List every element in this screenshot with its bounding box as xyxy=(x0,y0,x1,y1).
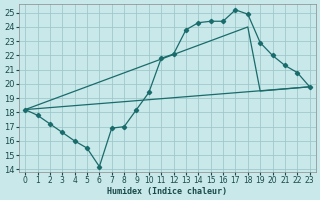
X-axis label: Humidex (Indice chaleur): Humidex (Indice chaleur) xyxy=(108,187,228,196)
